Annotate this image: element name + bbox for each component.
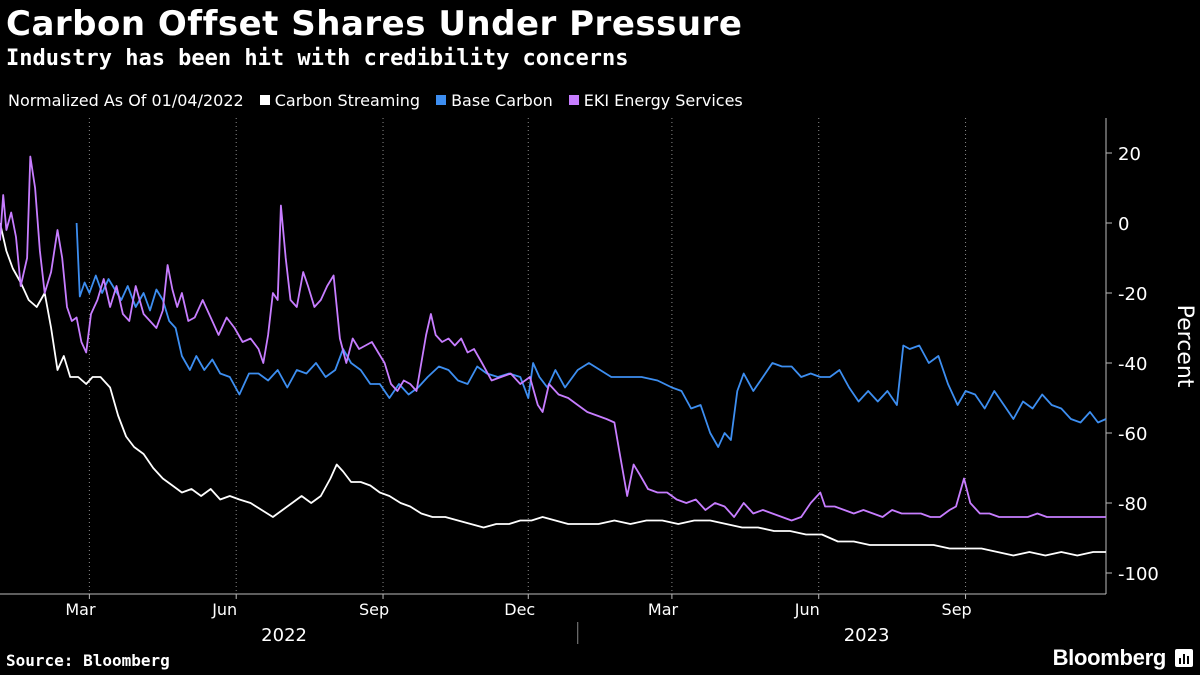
- bloomberg-terminal-icon: [1175, 649, 1193, 667]
- y-tick-label: -100: [1118, 564, 1159, 585]
- x-tick-label: Mar: [65, 600, 96, 619]
- x-tick-label: Mar: [648, 600, 679, 619]
- legend-label: Base Carbon: [451, 90, 553, 110]
- legend-label: Carbon Streaming: [274, 90, 421, 110]
- x-tick-label: Sep: [359, 600, 389, 619]
- legend-item-eki-energy-services: EKI Energy Services: [568, 90, 743, 110]
- y-tick-label: -20: [1118, 284, 1147, 305]
- source-note: Source: Bloomberg: [6, 651, 170, 670]
- x-tick-label: Jun: [794, 600, 820, 619]
- y-tick-label: -40: [1118, 354, 1147, 375]
- chart-title: Carbon Offset Shares Under Pressure: [6, 4, 743, 44]
- legend-swatch: [568, 95, 579, 105]
- brand-logo: Bloomberg: [1052, 645, 1167, 670]
- series-line-carbon-streaming: [0, 222, 1106, 557]
- legend-swatch: [259, 95, 270, 105]
- series-line-eki-energy-services: [0, 155, 1106, 522]
- y-tick-label: -80: [1118, 494, 1147, 515]
- x-tick-label: Dec: [504, 600, 535, 619]
- series-line-base-carbon: [75, 222, 1107, 448]
- legend: Normalized As Of 01/04/2022 Carbon Strea…: [8, 88, 759, 112]
- chart-subtitle: Industry has been hit with credibility c…: [6, 46, 629, 71]
- y-axis-title: Percent: [1172, 305, 1197, 388]
- legend-item-base-carbon: Base Carbon: [436, 91, 553, 110]
- y-tick-label: -60: [1118, 424, 1147, 445]
- x-year-label: 2022: [261, 625, 307, 646]
- y-tick-label: 20: [1118, 144, 1141, 165]
- legend-label: EKI Energy Services: [583, 90, 743, 110]
- x-tick-label: Jun: [211, 600, 237, 619]
- x-year-label: 2023: [844, 625, 890, 646]
- legend-swatch: [436, 95, 447, 105]
- legend-item-carbon-streaming: Carbon Streaming: [259, 90, 421, 110]
- y-tick-label: 0: [1118, 214, 1129, 235]
- x-tick-label: Sep: [942, 600, 972, 619]
- legend-normalization-note: Normalized As Of 01/04/2022: [8, 90, 244, 110]
